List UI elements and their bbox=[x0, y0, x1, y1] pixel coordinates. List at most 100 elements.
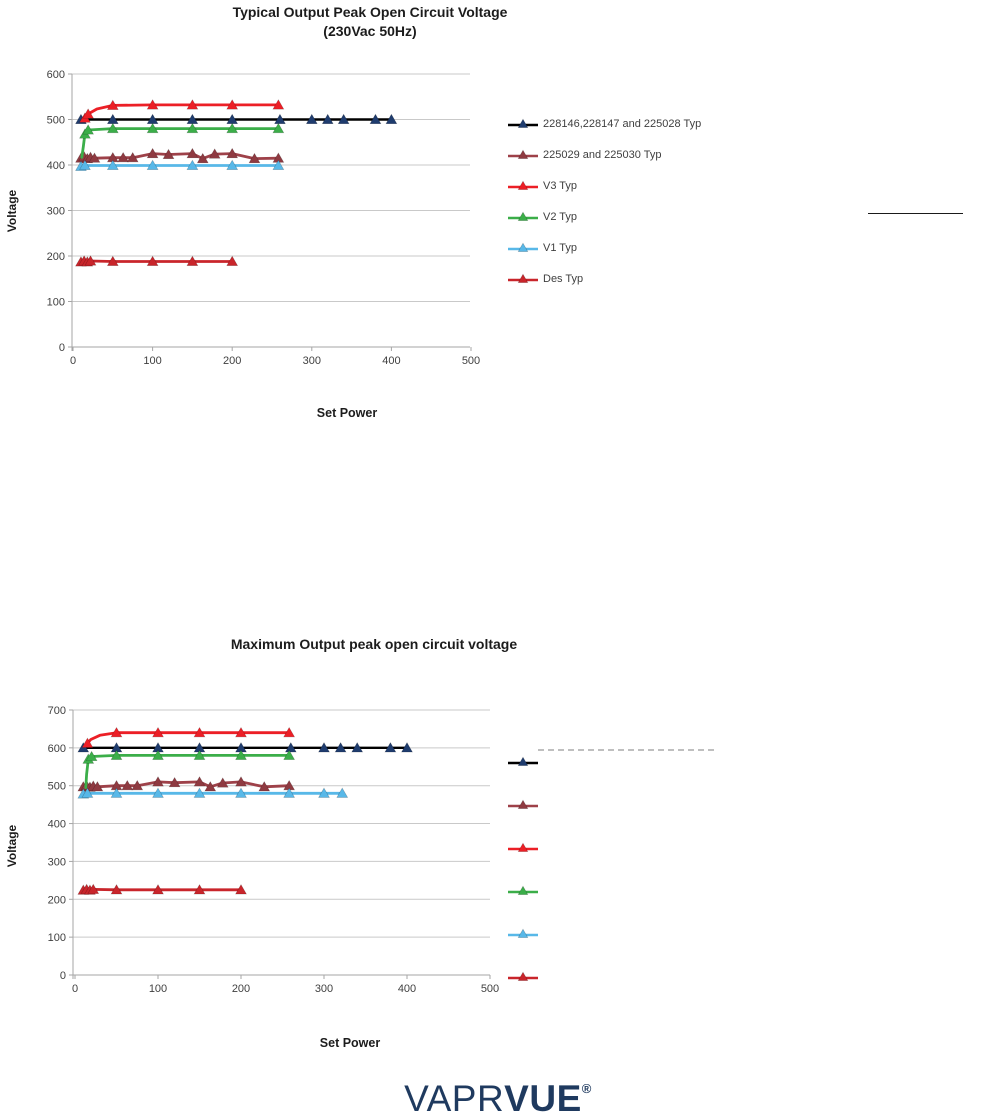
x-tick-label: 500 bbox=[462, 355, 480, 367]
y-tick-label: 100 bbox=[48, 932, 66, 944]
x-tick-label: 0 bbox=[70, 355, 76, 367]
legend-item: V3 Typ bbox=[508, 170, 701, 201]
triangle-marker-icon bbox=[272, 122, 285, 134]
legend-item: 225029 and 225030 Typ bbox=[508, 139, 701, 170]
y-tick-label: 0 bbox=[59, 342, 65, 354]
x-tick-label: 400 bbox=[398, 983, 416, 995]
chart2-plot: 0 100 200 300 400 500 600 700 0 100 200 300 400 500 bbox=[48, 705, 500, 995]
chart1-title-line1: Typical Output Peak Open Circuit Voltage bbox=[232, 4, 508, 20]
triangle-marker-icon bbox=[384, 742, 397, 753]
series-line bbox=[81, 791, 344, 796]
logo-part-bold: VUE bbox=[504, 1078, 582, 1119]
series-line bbox=[79, 259, 234, 264]
chart2-xlabel: Set Power bbox=[319, 1036, 381, 1050]
y-tick-label: 600 bbox=[47, 69, 65, 81]
triangle-marker-icon bbox=[106, 99, 119, 110]
triangle-marker-icon bbox=[283, 787, 296, 798]
x-tick-label: 0 bbox=[72, 983, 78, 995]
triangle-marker-icon bbox=[274, 113, 286, 124]
triangle-marker-icon bbox=[385, 113, 398, 124]
triangle-marker-icon bbox=[146, 159, 159, 170]
triangle-marker-icon bbox=[318, 742, 330, 753]
y-tick-label: 500 bbox=[48, 781, 66, 793]
triangle-marker-icon bbox=[121, 779, 134, 791]
triangle-marker-icon bbox=[369, 113, 382, 124]
triangle-marker-icon bbox=[283, 726, 296, 738]
x-tick-label: 100 bbox=[149, 983, 167, 995]
series-line bbox=[86, 731, 291, 745]
series-markers bbox=[77, 787, 349, 799]
triangle-marker-icon bbox=[272, 99, 285, 110]
x-tick-label: 300 bbox=[315, 983, 333, 995]
legend-item: Des Typ bbox=[508, 955, 701, 998]
legend-marker-icon bbox=[508, 928, 538, 938]
triangle-marker-icon bbox=[272, 159, 285, 170]
triangle-marker-icon bbox=[235, 787, 247, 798]
legend-marker-icon bbox=[508, 756, 538, 766]
x-tick-label: 400 bbox=[382, 355, 400, 367]
legend-item: 225029 and 225030 Typ bbox=[508, 783, 701, 826]
triangle-marker-icon bbox=[351, 742, 364, 753]
triangle-marker-icon bbox=[106, 159, 119, 170]
y-tick-label: 700 bbox=[48, 705, 66, 717]
y-tick-label: 100 bbox=[47, 297, 65, 309]
triangle-marker-icon bbox=[79, 159, 91, 170]
series-line bbox=[81, 887, 243, 892]
triangle-marker-icon bbox=[152, 787, 164, 798]
triangle-marker-icon bbox=[82, 124, 95, 135]
triangle-marker-icon bbox=[193, 884, 206, 895]
legend-item: V2 Typ bbox=[508, 869, 701, 912]
triangle-marker-icon bbox=[146, 147, 159, 159]
legend-marker-icon bbox=[508, 242, 538, 252]
triangle-marker-icon bbox=[226, 255, 239, 266]
x-tick-label: 100 bbox=[143, 355, 161, 367]
triangle-marker-icon bbox=[226, 99, 239, 110]
chart1-legend: 228146,228147 and 225028 Typ 225029 and 2… bbox=[508, 108, 701, 294]
triangle-marker-icon bbox=[186, 255, 199, 266]
triangle-marker-icon bbox=[106, 255, 119, 266]
triangle-marker-icon bbox=[117, 151, 130, 163]
triangle-marker-icon bbox=[248, 152, 261, 164]
legend-label: 228146,228147 and 225028 Typ bbox=[543, 117, 702, 130]
legend-item: V1 Typ bbox=[508, 232, 701, 263]
triangle-marker-icon bbox=[235, 776, 247, 787]
triangle-marker-icon bbox=[81, 787, 94, 798]
legend-item: V2 Typ bbox=[508, 201, 701, 232]
y-tick-label: 400 bbox=[48, 819, 66, 831]
legend-marker-icon bbox=[508, 971, 538, 981]
triangle-marker-icon bbox=[162, 148, 175, 160]
triangle-marker-icon bbox=[186, 122, 199, 134]
triangle-marker-icon bbox=[226, 122, 239, 134]
triangle-marker-icon bbox=[318, 787, 330, 798]
triangle-marker-icon bbox=[110, 884, 123, 895]
y-tick-label: 300 bbox=[48, 856, 66, 868]
legend-item: 228146,228147 and 225028 Typ bbox=[508, 108, 701, 139]
triangle-marker-icon bbox=[91, 781, 104, 792]
triangle-marker-icon bbox=[226, 147, 239, 159]
legend-marker-icon bbox=[508, 885, 538, 895]
triangle-marker-icon bbox=[81, 737, 94, 748]
triangle-marker-icon bbox=[216, 777, 229, 788]
series-markers bbox=[81, 726, 296, 748]
y-tick-label: 400 bbox=[47, 160, 65, 172]
triangle-marker-icon bbox=[321, 113, 334, 124]
triangle-marker-icon bbox=[146, 99, 159, 110]
triangle-marker-icon bbox=[305, 113, 318, 124]
chart1-xlabel: Set Power bbox=[316, 406, 378, 420]
triangle-marker-icon bbox=[146, 122, 159, 134]
y-tick-label: 0 bbox=[60, 970, 66, 982]
y-tick-label: 500 bbox=[47, 115, 65, 127]
triangle-marker-icon bbox=[85, 750, 98, 762]
x-tick-label: 300 bbox=[303, 355, 321, 367]
triangle-marker-icon bbox=[283, 749, 296, 760]
legend-item: Des Typ bbox=[508, 263, 701, 294]
legend-marker-icon bbox=[508, 180, 538, 190]
y-tick-label: 200 bbox=[48, 894, 66, 906]
triangle-marker-icon bbox=[334, 742, 347, 753]
triangle-marker-icon bbox=[284, 742, 297, 753]
triangle-marker-icon bbox=[186, 159, 199, 170]
x-tick-label: 500 bbox=[481, 983, 499, 995]
triangle-marker-icon bbox=[87, 883, 100, 894]
triangle-marker-icon bbox=[235, 884, 247, 895]
triangle-marker-icon bbox=[152, 884, 164, 895]
